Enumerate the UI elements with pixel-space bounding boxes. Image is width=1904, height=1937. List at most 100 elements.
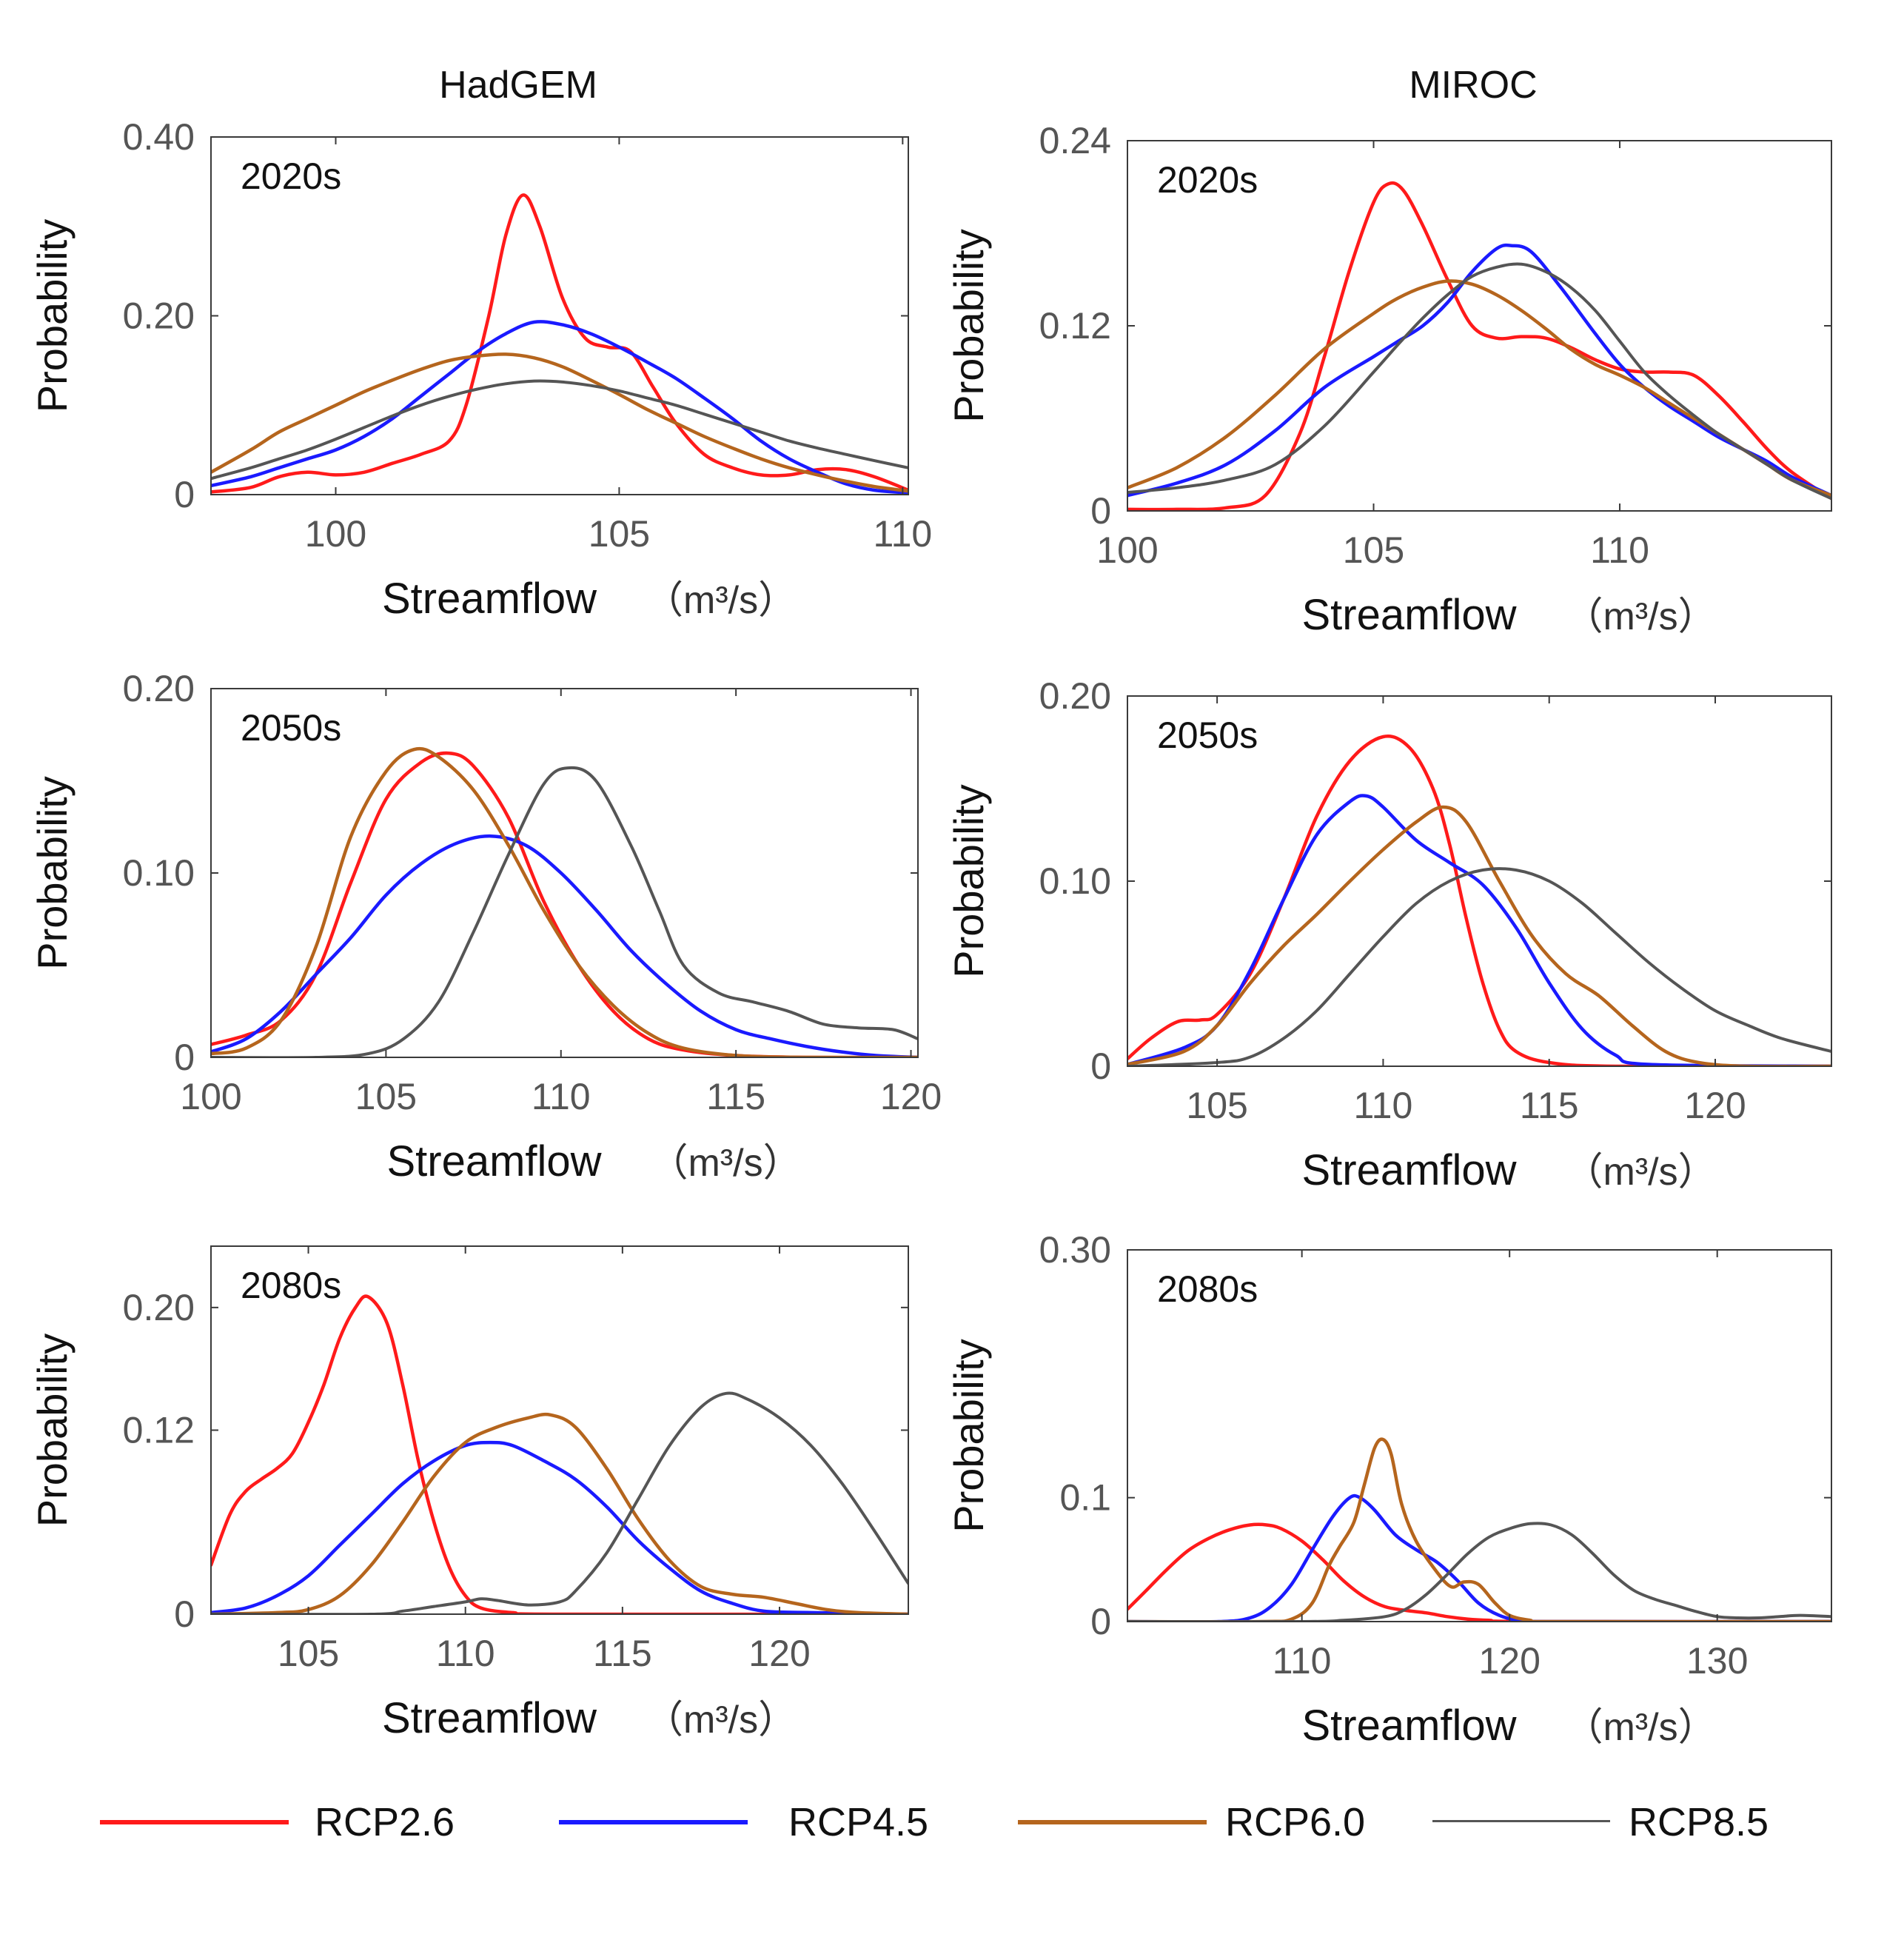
series-line-RCP26 (211, 1294, 908, 1614)
x-axis-unit: （m³/s） (650, 1142, 802, 1185)
panel-hadgem-2020s: 100 105 110 0 0.20 0.40 2020s Probability Stream… (29, 116, 932, 623)
x-tick-label: 105 (1343, 529, 1404, 571)
y-tick-label: 0 (1090, 1601, 1111, 1642)
x-axis-label: Streamflow (382, 1694, 597, 1742)
y-tick-label: 0 (174, 1593, 195, 1635)
x-axis-label: Streamflow (1301, 1146, 1517, 1194)
y-axis-label: Probability (945, 229, 992, 422)
y-axis-label: Probability (945, 784, 992, 977)
series-line-RCP85 (1127, 1522, 1831, 1622)
panel-hadgem-2080s: 105 110 115 120 0 0.12 0.20 2080s Probability Str… (29, 1245, 909, 1742)
series-group (1127, 735, 1831, 1066)
x-tick-label: 120 (748, 1633, 810, 1674)
y-tick-label: 0.30 (1039, 1229, 1111, 1271)
x-tick-label: 115 (593, 1633, 652, 1674)
panel-hadgem-2050s: 100 105 110 115 120 0 0.10 0.20 2050s Probability… (29, 668, 942, 1185)
chart-svg: 105 110 115 120 0 0.12 0.20 2080s Probability Str… (29, 1245, 909, 1742)
series-line-RCP60 (211, 746, 918, 1057)
series-line-RCP45 (1127, 243, 1831, 498)
x-axis-unit: （m³/s） (1565, 1151, 1717, 1194)
x-tick-label: 120 (880, 1076, 942, 1117)
y-tick-label: 0.1 (1059, 1477, 1111, 1519)
x-axis-label: Streamflow (1301, 591, 1517, 639)
series-line-RCP85 (211, 379, 908, 481)
y-tick-label: 0.12 (123, 1410, 195, 1451)
series-line-RCP60 (1127, 1437, 1831, 1622)
x-tick-label: 110 (532, 1076, 591, 1117)
y-axis-label: Probability (29, 1334, 76, 1527)
panel-miroc-2020s: 100 105 110 0 0.12 0.24 2020s Probability Stream… (945, 120, 1832, 639)
x-tick-label: 110 (1354, 1085, 1413, 1126)
series-group (211, 1294, 908, 1614)
y-tick-label: 0.10 (123, 852, 195, 894)
x-tick-label: 110 (1590, 529, 1649, 571)
panel-miroc-2080s: 110 120 130 0 0.1 0.30 2080s Probability Streamf… (945, 1229, 1832, 1750)
y-axis-label: Probability (29, 776, 76, 969)
y-axis-label: Probability (945, 1339, 992, 1532)
series-line-RCP60 (1127, 279, 1831, 498)
x-axis-unit: （m³/s） (1565, 595, 1717, 638)
legend-label: RCP6.0 (1225, 1800, 1366, 1844)
series-line-RCP45 (1127, 794, 1831, 1066)
series-line-RCP60 (211, 1412, 908, 1614)
series-line-RCP45 (211, 320, 908, 495)
x-tick-label: 110 (873, 513, 932, 555)
y-tick-label: 0 (174, 474, 195, 515)
period-label: 2080s (241, 1265, 341, 1306)
series-line-RCP26 (211, 751, 918, 1057)
x-tick-label: 105 (355, 1076, 417, 1117)
series-line-RCP26 (211, 193, 908, 494)
y-tick-label: 0.20 (123, 668, 195, 709)
x-tick-label: 105 (1186, 1085, 1247, 1126)
chart-svg: 100 105 110 0 0.20 0.40 2020s Probability Stream… (29, 116, 932, 623)
series-line-RCP45 (1127, 1493, 1831, 1622)
series-line-RCP85 (1127, 262, 1831, 501)
legend-line (1018, 1820, 1207, 1824)
legend-line (559, 1820, 748, 1824)
legend-line (1432, 1820, 1610, 1822)
legend-line (100, 1820, 289, 1824)
period-label: 2020s (241, 155, 341, 197)
x-tick-label: 100 (180, 1076, 241, 1117)
series-group (211, 193, 908, 495)
series-line-RCP60 (1127, 805, 1831, 1066)
y-tick-label: 0 (1090, 1046, 1111, 1087)
x-axis-unit: （m³/s） (1565, 1706, 1717, 1749)
legend: RCP2.6 RCP4.5 RCP6.0 RCP8.5 (0, 1784, 1904, 1859)
x-tick-label: 100 (305, 513, 366, 555)
series-line-RCP85 (1127, 867, 1831, 1066)
x-axis-label: Streamflow (386, 1137, 602, 1185)
column-title-hadgem: HadGEM (439, 64, 597, 107)
y-tick-label: 0.24 (1039, 120, 1111, 161)
x-tick-label: 120 (1478, 1640, 1540, 1682)
x-tick-label: 110 (436, 1633, 495, 1674)
x-axis-unit: （m³/s） (645, 579, 797, 622)
series-group (1127, 1437, 1831, 1622)
x-tick-label: 115 (706, 1076, 765, 1117)
series-group (1127, 181, 1831, 511)
chart-svg: 105 110 115 120 0 0.10 0.20 2050s Probability Str… (945, 675, 1832, 1194)
period-label: 2050s (1157, 715, 1258, 756)
x-tick-label: 105 (278, 1633, 339, 1674)
x-axis-label: Streamflow (382, 575, 597, 623)
y-tick-label: 0.40 (123, 116, 195, 158)
y-tick-label: 0.20 (123, 295, 195, 337)
series-group (211, 746, 918, 1057)
series-line-RCP26 (1127, 181, 1831, 511)
legend-label: RCP4.5 (788, 1800, 929, 1844)
legend-label: RCP8.5 (1629, 1800, 1769, 1844)
period-label: 2080s (1157, 1268, 1258, 1310)
x-tick-label: 130 (1686, 1640, 1748, 1682)
y-tick-label: 0.10 (1039, 860, 1111, 902)
series-line-RCP45 (211, 834, 918, 1057)
x-tick-label: 110 (1273, 1640, 1332, 1682)
x-axis-label: Streamflow (1301, 1702, 1517, 1750)
series-line-RCP45 (211, 1440, 908, 1614)
series-line-RCP85 (211, 766, 918, 1057)
chart-svg: 110 120 130 0 0.1 0.30 2080s Probability Streamf… (945, 1229, 1832, 1750)
series-line-RCP85 (211, 1391, 908, 1614)
series-line-RCP26 (1127, 1522, 1831, 1622)
column-title-miroc: MIROC (1409, 64, 1538, 107)
series-line-RCP60 (211, 352, 908, 493)
